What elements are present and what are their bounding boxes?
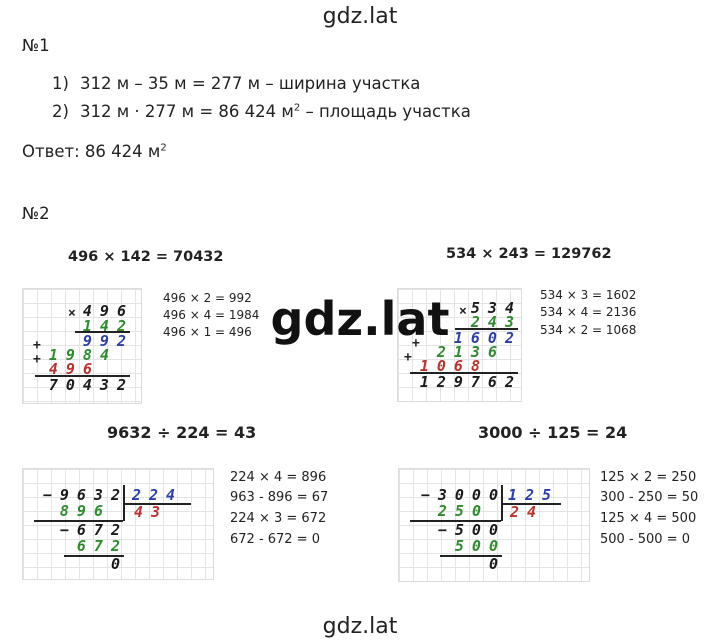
rule	[123, 503, 191, 505]
note: 534 × 2 = 1068	[540, 323, 637, 337]
task-label: №2	[22, 204, 50, 223]
note: 224 × 4 = 896	[230, 470, 327, 485]
rule	[75, 331, 130, 333]
grid	[398, 468, 590, 582]
note: 300 - 250 = 50	[600, 490, 699, 505]
digit-row: 70432	[48, 376, 134, 394]
note: 672 - 672 = 0	[230, 532, 321, 547]
digit-row: 500	[454, 537, 506, 555]
digit-row: 2136	[436, 343, 505, 361]
digit-row: −3000	[420, 486, 506, 504]
digit-row: 1984	[48, 346, 117, 364]
problem-title: 9632 ÷ 224 = 43	[107, 423, 257, 442]
note: 125 × 4 = 500	[600, 511, 697, 526]
digit-row: −500	[437, 521, 506, 539]
digit-row: 250	[437, 502, 489, 520]
note: 500 - 500 = 0	[600, 532, 691, 547]
site-footer: gdz.lat	[322, 614, 398, 639]
problem-title: 3000 ÷ 125 = 24	[478, 423, 628, 442]
step-text: 312 м · 277 м = 86 424 м2 – площадь учас…	[80, 102, 471, 121]
note: 224 × 3 = 672	[230, 511, 327, 526]
rule	[501, 503, 561, 505]
text: 312 м · 277 м = 86 424 м	[80, 102, 294, 121]
note: 496 × 2 = 992	[163, 291, 252, 305]
digit-row: 142	[82, 317, 134, 335]
rule	[440, 555, 502, 557]
digit-row: −9632	[42, 486, 128, 504]
digit-row: 243	[470, 313, 522, 331]
digit-row: 896	[59, 502, 111, 520]
digit-row: 496	[82, 302, 134, 320]
text: – площадь участка	[300, 102, 471, 121]
quotient: 24	[510, 503, 545, 521]
rule	[35, 375, 130, 377]
problem-title: 534 × 243 = 129762	[446, 246, 612, 262]
rule	[34, 520, 123, 522]
grid	[397, 288, 522, 402]
superscript: 2	[293, 102, 301, 114]
text: Ответ: 86 424 м	[22, 142, 161, 161]
note: 963 - 896 = 67	[230, 490, 329, 505]
sign: +	[33, 352, 41, 367]
digit-row: −672	[59, 521, 128, 539]
task-label: №1	[22, 36, 50, 55]
rule	[410, 520, 501, 522]
divisor: 224	[132, 486, 184, 504]
digit-row: 1602	[453, 329, 522, 347]
superscript: 2	[160, 142, 167, 154]
step-number: 2)	[52, 102, 69, 121]
problem-title: 496 × 142 = 70432	[68, 249, 224, 265]
note: 496 × 4 = 1984	[163, 308, 260, 322]
digit-row: 534	[470, 299, 522, 317]
answer: Ответ: 86 424 м2	[22, 142, 167, 161]
digit-row: 672	[76, 537, 128, 555]
note: 534 × 4 = 2136	[540, 305, 637, 319]
sign: ×	[459, 304, 467, 319]
divisor: 125	[508, 486, 560, 504]
digit-row: 0	[488, 555, 506, 573]
sign: +	[33, 338, 41, 353]
site-header: gdz.lat	[322, 4, 398, 29]
digit-row: 0	[110, 555, 128, 573]
digit-row: 129762	[419, 373, 522, 391]
quotient: 43	[134, 503, 169, 521]
step-number: 1)	[52, 74, 69, 93]
grid	[22, 468, 214, 580]
step-text: 312 м – 35 м = 277 м – ширина участка	[80, 74, 421, 93]
sign: ×	[68, 306, 76, 321]
grid	[22, 288, 142, 404]
digit-row: 1068	[419, 357, 488, 375]
rule	[64, 555, 124, 557]
note: 125 × 2 = 250	[600, 470, 697, 485]
digit-row: 496	[48, 360, 100, 378]
sign: +	[404, 350, 412, 365]
digit-row: 992	[82, 332, 134, 350]
rule	[455, 328, 518, 330]
sign: +	[412, 336, 420, 351]
rule	[410, 372, 518, 374]
note: 496 × 1 = 496	[163, 325, 252, 339]
note: 534 × 3 = 1602	[540, 288, 637, 302]
watermark: gdz.lat	[270, 292, 450, 346]
